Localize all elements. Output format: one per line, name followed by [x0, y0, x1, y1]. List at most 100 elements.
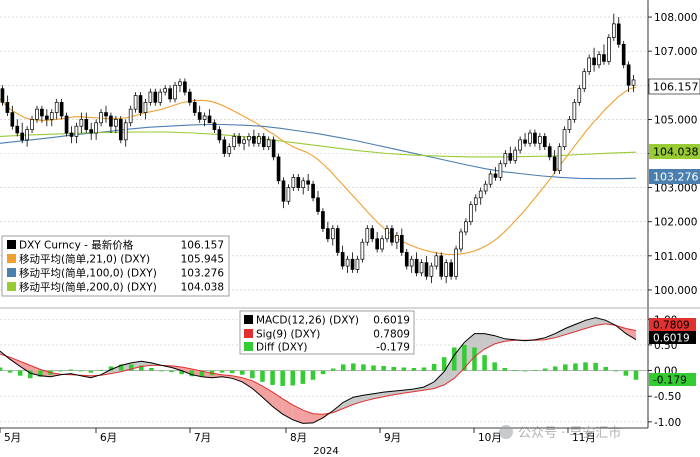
candle-body [528, 132, 532, 144]
legend-label-sig: Sig(9) (DXY) [256, 329, 320, 341]
candle-body [375, 238, 379, 250]
diff-bar [532, 370, 538, 371]
candle-body [508, 153, 513, 161]
candle-body [257, 136, 261, 144]
diff-bar [361, 364, 366, 371]
candle-body [30, 119, 34, 130]
macd-fill-segment [292, 404, 303, 424]
diff-bar [17, 370, 23, 376]
diff-bar [118, 364, 124, 371]
legend-label-ma21: 移动平均(简单,21,0) (DXY) [19, 253, 150, 266]
candle-body [538, 136, 542, 144]
candle-body [281, 180, 286, 202]
legend-label-ma100: 移动平均(简单,100,0) (DXY) [19, 267, 157, 280]
candle-body [562, 129, 567, 148]
candle-body [104, 112, 108, 117]
candle-body [395, 235, 399, 243]
candle-body [25, 129, 29, 141]
candle-body [399, 235, 404, 253]
watermark: 公众号 · 早安汇市 [499, 425, 621, 441]
candle-body [232, 136, 237, 148]
diff-bar [340, 364, 346, 371]
candle-body [345, 258, 350, 267]
candle-body [552, 156, 557, 171]
diff-bar [401, 367, 407, 371]
candle-body [414, 258, 419, 274]
diff-bar [421, 367, 427, 371]
candle-body [0, 88, 5, 103]
diff-bar [0, 367, 3, 371]
price-tags: 106.157 104.038 103.276 [648, 78, 700, 184]
diff-bar [441, 357, 447, 371]
diff-bar [108, 366, 114, 371]
candle-body [35, 108, 39, 120]
macd-fill-segment [343, 397, 354, 409]
x-axis-year: 2024 [313, 446, 338, 457]
candle-body [271, 139, 276, 158]
candle-body [498, 163, 503, 178]
candle-body [335, 228, 340, 253]
tag-sig [649, 318, 696, 331]
candle-body [444, 262, 449, 277]
x-month-label: 11月 [572, 432, 596, 444]
diff-bar [573, 363, 578, 371]
macd-fill-segment [424, 381, 435, 391]
diff-bar [98, 370, 104, 371]
diff-bar [552, 366, 558, 371]
candle-body [148, 91, 153, 103]
legend-swatch-sig [244, 329, 253, 338]
macd-fill-segment [434, 371, 445, 389]
candle-body [557, 146, 562, 171]
candle-body [380, 238, 384, 250]
legend-value-sig: 0.7809 [373, 329, 410, 341]
diff-bar [391, 366, 396, 371]
candle-body [261, 136, 266, 148]
diff-bar [431, 363, 437, 371]
diff-bar [452, 347, 457, 371]
diff-bar [68, 369, 73, 371]
candle-body [54, 101, 59, 113]
diff-bar [593, 362, 598, 371]
candle-body [478, 190, 483, 199]
candle-body [631, 79, 636, 86]
macd-fill-segment [454, 342, 465, 379]
candle-body [143, 101, 148, 113]
macd-tick-label: -0.50 [654, 391, 681, 403]
candle-body [473, 197, 478, 206]
candle-body [429, 265, 434, 277]
diff-bar [300, 370, 306, 384]
candle-body [572, 101, 577, 120]
candle-body [227, 146, 232, 154]
candle-body [15, 125, 20, 134]
diff-bar [7, 370, 13, 373]
tag-ma200-text: 104.038 [653, 146, 699, 159]
candle-body [64, 115, 69, 134]
macd-fill-segment [595, 317, 606, 326]
legend-label-dxy: DXY Curncy - 最新价格 [19, 239, 134, 252]
tag-ma100 [649, 169, 700, 184]
diff-bar [179, 370, 184, 375]
candle-body [187, 91, 192, 103]
diff-bar [219, 370, 225, 373]
macd-fill-segment [383, 391, 394, 397]
candle-body [542, 136, 547, 148]
macd-fill-segment [353, 395, 364, 405]
candle-body [59, 101, 64, 117]
candle-body [449, 262, 453, 277]
diff-bar [472, 347, 477, 371]
macd-diff-bars [0, 344, 639, 386]
legend-swatch-macd [244, 315, 253, 324]
candle-body [197, 112, 202, 120]
candle-body [79, 119, 84, 127]
diff-bar [169, 370, 174, 373]
diff-bar [330, 368, 336, 371]
candle-body [360, 241, 365, 260]
diff-bar [159, 370, 164, 372]
candle-body [611, 23, 616, 38]
candle-body [291, 177, 296, 188]
candle-body [390, 228, 394, 243]
candle-body [409, 258, 414, 267]
candle-body [454, 248, 458, 277]
diff-bar [139, 365, 144, 371]
price-y-axis: 100.000101.000102.000103.000104.000105.0… [647, 0, 697, 428]
